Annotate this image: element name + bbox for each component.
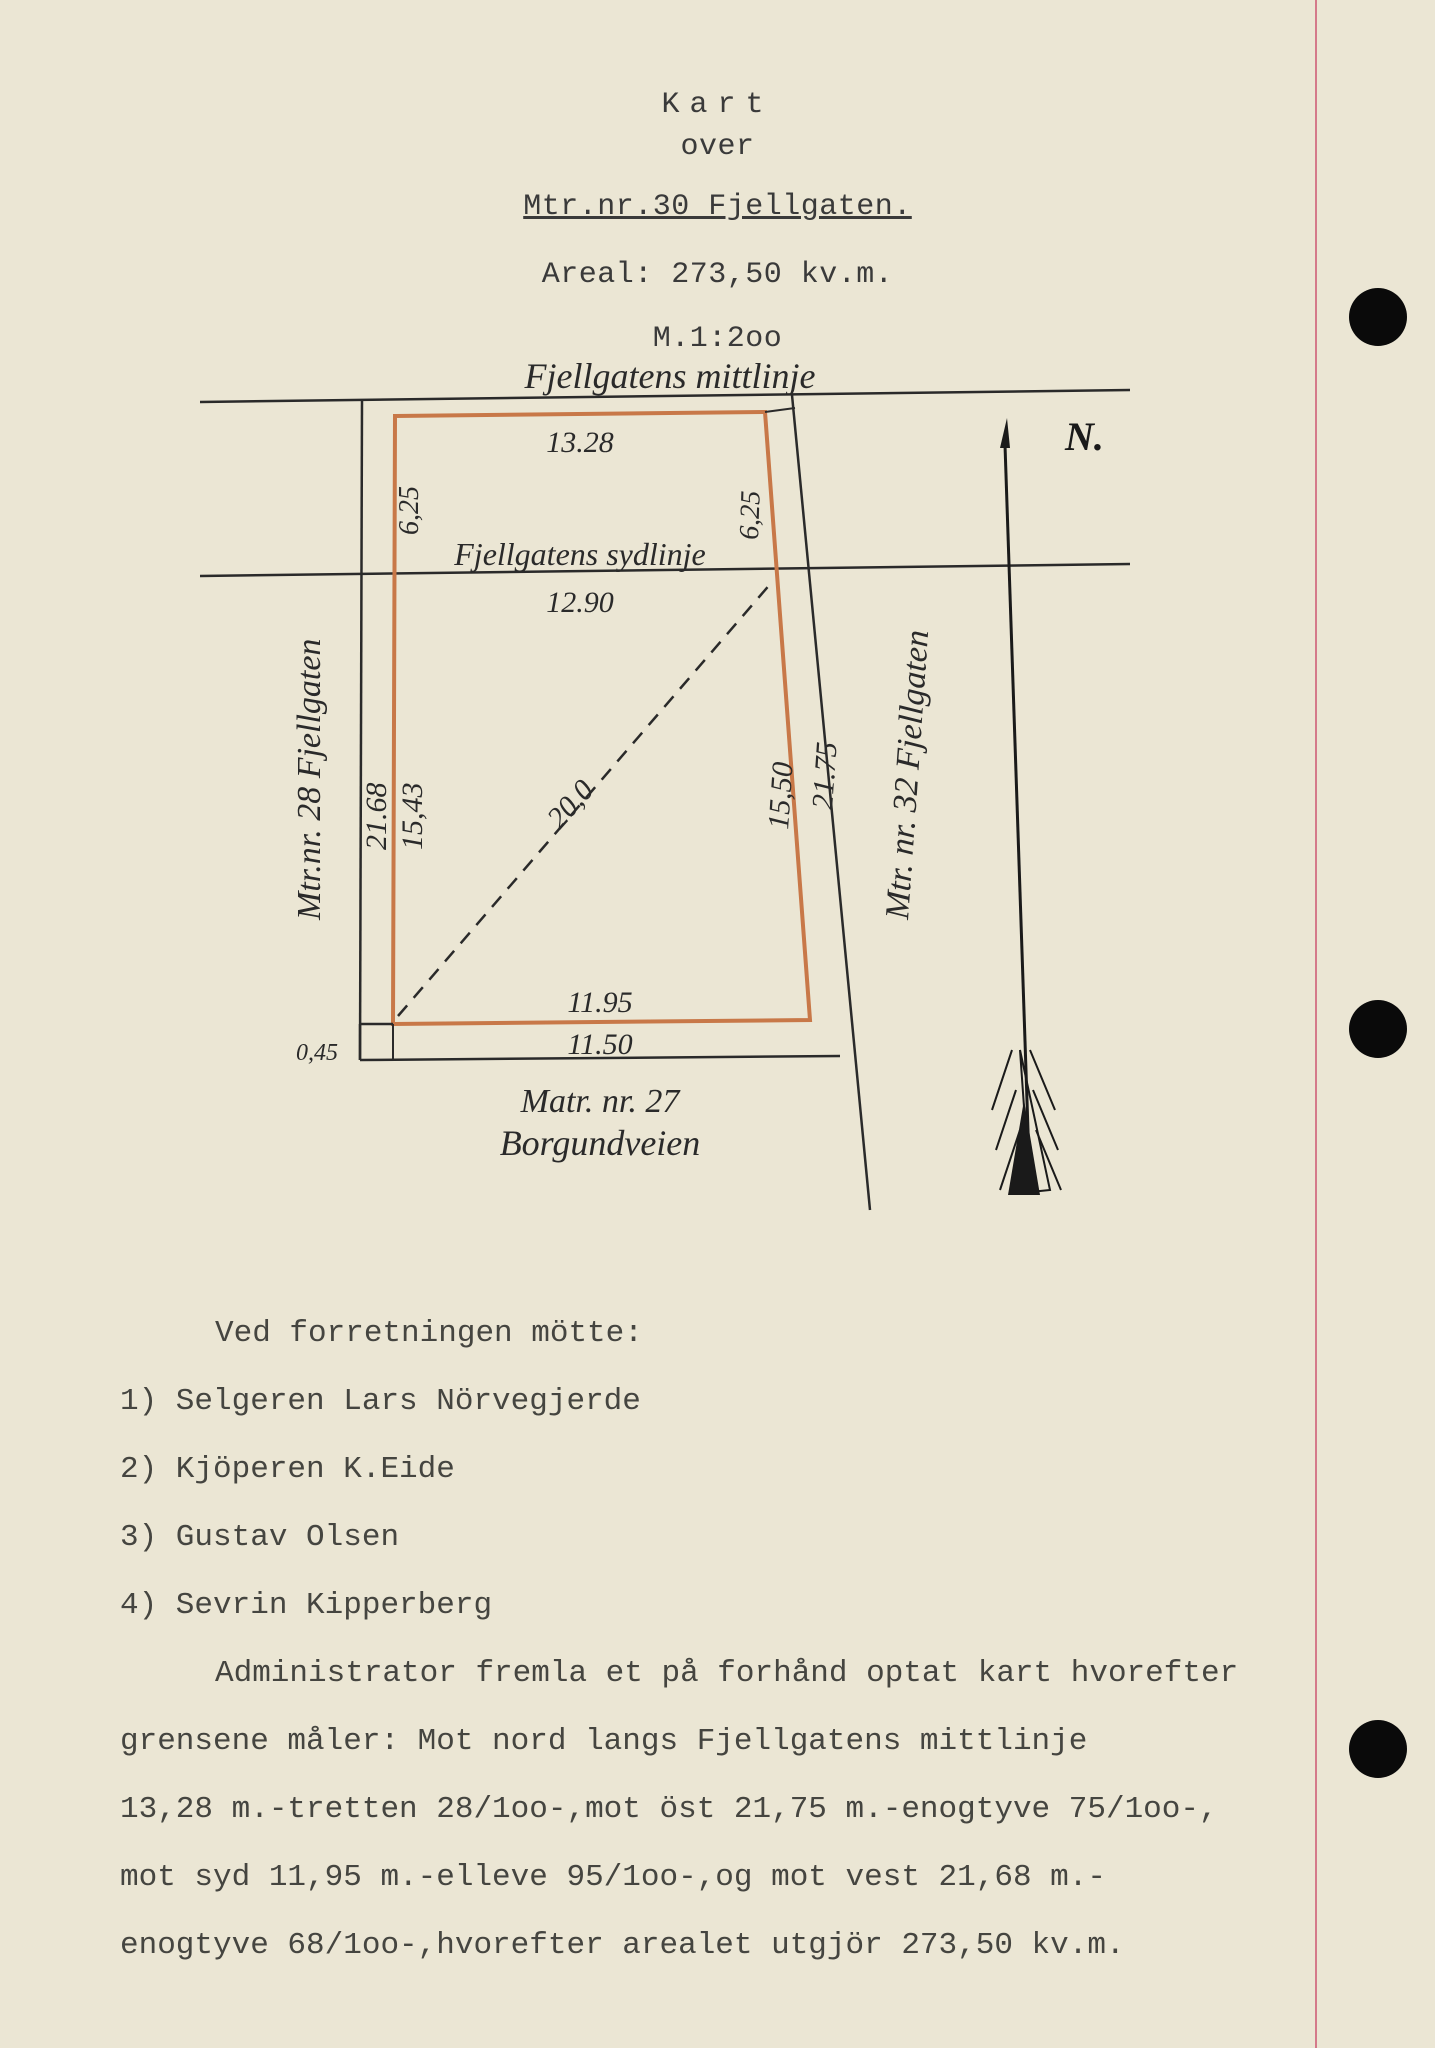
survey-diagram: Fjellgatens mittlinje Fjellgatens sydlin… — [0, 0, 1435, 1280]
mid-street-label: Fjellgatens sydlinje — [453, 536, 706, 572]
meas-left-inner: 15,43 — [396, 783, 429, 851]
meas-upper-left: 6,25 — [394, 486, 425, 535]
meas-top: 13.28 — [546, 426, 614, 459]
meas-bottom-outer: 11.50 — [567, 1028, 632, 1061]
meas-mid: 12.90 — [546, 586, 614, 619]
meas-right-inner: 15,50 — [762, 761, 800, 831]
para-line: enogtyve 68/1oo-,hvorefter arealet utgjö… — [120, 1912, 1238, 1980]
list-item: 1) Selgeren Lars Nörvegjerde — [120, 1368, 1238, 1436]
binder-hole — [1349, 1720, 1407, 1778]
meas-upper-right: 6,25 — [734, 490, 767, 540]
bottom-neighbor-2: Borgundveien — [500, 1123, 701, 1163]
right-neighbor-label: Mtr. nr. 32 Fjellgaten — [879, 629, 936, 922]
para-line: Administrator fremla et på forhånd optat… — [120, 1640, 1238, 1708]
meas-right-outer: 21.75 — [806, 741, 844, 811]
intro-line: Ved forretningen mötte: — [120, 1300, 1238, 1368]
page: Kart over Mtr.nr.30 Fjellgaten. Areal: 2… — [0, 0, 1435, 2048]
para-line: mot syd 11,95 m.-elleve 95/1oo-,og mot v… — [120, 1844, 1238, 1912]
north-label: N. — [1064, 414, 1104, 459]
bottom-neighbor-1: Matr. nr. 27 — [520, 1083, 682, 1120]
meas-bottom-inner: 11.95 — [567, 986, 632, 1019]
north-arrow — [992, 418, 1061, 1195]
list-item: 2) Kjöperen K.Eide — [120, 1436, 1238, 1504]
list-item: 3) Gustav Olsen — [120, 1504, 1238, 1572]
meas-diagonal: 20,0 — [541, 774, 601, 835]
meas-left-outer: 21.68 — [360, 783, 393, 851]
para-line: 13,28 m.-tretten 28/1oo-,mot öst 21,75 m… — [120, 1776, 1238, 1844]
top-street-label: Fjellgatens mittlinje — [524, 356, 816, 396]
meas-offset: 0,45 — [296, 1040, 338, 1066]
list-item: 4) Sevrin Kipperberg — [120, 1572, 1238, 1640]
left-neighbor-label: Mtr.nr. 28 Fjellgaten — [291, 639, 328, 921]
para-line: grensene måler: Mot nord langs Fjellgate… — [120, 1708, 1238, 1776]
